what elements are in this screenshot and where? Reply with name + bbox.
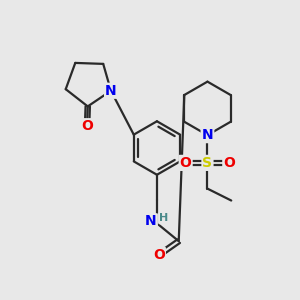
Text: H: H — [159, 213, 169, 224]
Text: N: N — [105, 84, 117, 98]
Text: O: O — [81, 119, 93, 133]
Text: O: O — [153, 248, 165, 262]
Text: O: O — [223, 156, 235, 170]
Text: N: N — [202, 128, 213, 142]
Text: N: N — [145, 214, 157, 228]
Text: S: S — [202, 156, 212, 170]
Text: O: O — [180, 156, 192, 170]
